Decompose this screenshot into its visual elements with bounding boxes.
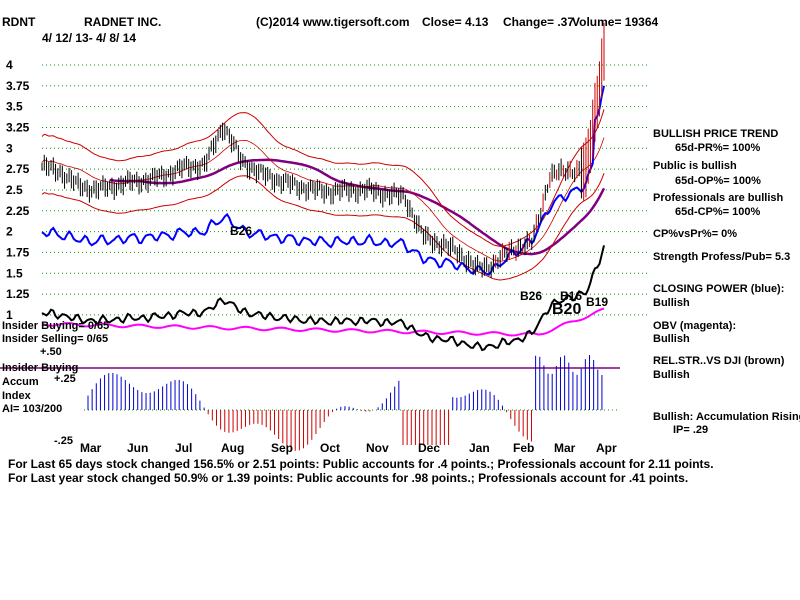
company-name: RADNET INC. (84, 15, 162, 29)
price-tick-label: 3 (6, 141, 13, 155)
insider-level: +.50 (40, 346, 62, 358)
op-value: 65d-OP%= 100% (675, 175, 761, 187)
price-tick-label: 1 (6, 308, 13, 322)
obv-status: Bullish (653, 333, 690, 345)
closing-power-label: CLOSING POWER (blue): (653, 283, 785, 295)
source-copyright: (C)2014 www.tigersoft.com (256, 15, 410, 29)
footer-65day: For Last 65 days stock changed 156.5% or… (8, 457, 714, 471)
lower-band-line (41, 173, 605, 281)
accumulation-histogram (87, 355, 603, 451)
month-label: Feb (513, 441, 534, 455)
upper-band-line (41, 109, 605, 247)
close-value: Close= 4.13 (422, 15, 489, 29)
month-label: Jul (175, 441, 192, 455)
month-label: Mar (554, 441, 576, 455)
ai-value: AI= 103/200 (2, 403, 63, 415)
month-label: Dec (418, 441, 440, 455)
price-tick-label: 3.25 (6, 120, 30, 134)
trend-title: BULLISH PRICE TREND (653, 128, 779, 140)
index-label: Index (2, 390, 31, 402)
price-axis-ticks: 4 3.75 3.5 3.25 3 2.75 2.5 2.25 2 1.75 1.5 1.25 1 +.2… (6, 58, 76, 447)
price-bars (41, 22, 605, 279)
accum-status: Bullish: Accumulation Rising (653, 411, 800, 423)
accum-label: Accum (2, 376, 39, 388)
insider-selling-count: Insider Selling= 0/65 (2, 333, 109, 345)
price-tick-label: 3.5 (6, 100, 23, 114)
obv-label: OBV (magenta): (653, 320, 737, 332)
signal-label: B20 (552, 301, 581, 318)
pr-value: 65d-PR%= 100% (675, 142, 761, 154)
moving-average-line (109, 158, 606, 256)
signal-label: B26 (520, 289, 542, 303)
price-tick-label: 1.25 (6, 287, 30, 301)
price-tick-label: 4 (6, 58, 13, 72)
closing-power-status: Bullish (653, 297, 690, 309)
obv-line (41, 307, 605, 337)
change-value: Change= .37 (503, 15, 575, 29)
date-range: 4/ 12/ 13- 4/ 8/ 14 (42, 31, 137, 45)
price-tick-label: 1.75 (6, 245, 30, 259)
relative-strength-line (41, 245, 605, 352)
month-label: Nov (366, 441, 389, 455)
price-tick-label: 2.5 (6, 183, 23, 197)
cp-vs-pr: CP%vsPr%= 0% (653, 228, 738, 240)
closing-power-line (41, 85, 605, 276)
signal-label: B16 (560, 289, 582, 303)
price-tick-label: 3.75 (6, 79, 30, 93)
signal-label: B19 (586, 295, 608, 309)
accum-tick-label: -.25 (54, 435, 73, 447)
price-tick-label: 2.25 (6, 204, 30, 218)
price-tick-label: 2 (6, 225, 13, 239)
strength-ratio: Strength Profess/Pub= 5.3 (653, 251, 791, 263)
inner-band-line (41, 137, 605, 262)
signal-labels: B26 B26 B16 B19 B20 (230, 224, 608, 318)
pros-status: Professionals are bullish (653, 192, 784, 204)
ticker-symbol: RDNT (2, 15, 36, 29)
month-label: Sep (271, 441, 293, 455)
signal-label: B26 (230, 224, 252, 238)
ip-value: IP= .29 (673, 424, 709, 436)
relstr-status: Bullish (653, 369, 690, 381)
footer-year: For Last year stock changed 50.9% or 1.3… (8, 471, 689, 485)
month-label: Oct (320, 441, 340, 455)
month-axis: Mar Jun Jul Aug Sep Oct Nov Dec Jan Feb Mar Apr (80, 441, 617, 455)
month-label: Jun (127, 441, 148, 455)
volume-value: Volume= 19364 (572, 15, 659, 29)
public-status: Public is bullish (653, 160, 737, 172)
insider-buying-count: Insider Buying= 0/65 (2, 320, 110, 332)
insider-buying-section: Insider Buying (2, 362, 79, 374)
month-label: Aug (221, 441, 244, 455)
month-label: Jan (469, 441, 490, 455)
accum-tick-label: +.25 (54, 373, 76, 385)
month-label: Mar (80, 441, 102, 455)
price-tick-label: 1.5 (6, 266, 23, 280)
relstr-label: REL.STR..VS DJI (brown) (653, 355, 785, 367)
price-grid (0, 64, 648, 411)
month-label: Apr (596, 441, 617, 455)
price-tick-label: 2.75 (6, 162, 30, 176)
cp-value: 65d-CP%= 100% (675, 206, 761, 218)
indicator-lines (41, 85, 606, 352)
